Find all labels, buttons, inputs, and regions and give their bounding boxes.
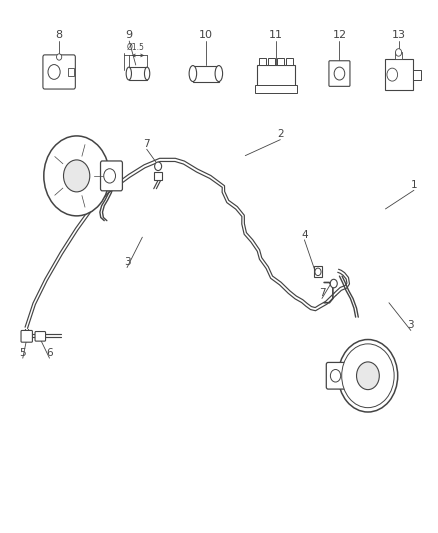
Text: 7: 7 — [143, 139, 150, 149]
Ellipse shape — [215, 66, 223, 82]
Text: 6: 6 — [46, 348, 53, 358]
Circle shape — [155, 162, 162, 171]
Bar — [259, 58, 266, 65]
Bar — [255, 85, 297, 93]
Text: 5: 5 — [19, 348, 26, 358]
FancyBboxPatch shape — [21, 330, 32, 342]
Circle shape — [315, 268, 321, 276]
Bar — [193, 66, 219, 82]
Circle shape — [338, 340, 398, 412]
Circle shape — [57, 54, 62, 60]
Text: 11: 11 — [269, 30, 283, 39]
Bar — [154, 172, 162, 180]
FancyBboxPatch shape — [100, 161, 122, 191]
FancyBboxPatch shape — [326, 362, 346, 389]
FancyBboxPatch shape — [329, 61, 350, 86]
Text: 10: 10 — [199, 30, 213, 39]
Bar — [286, 58, 293, 65]
Bar — [268, 58, 275, 65]
Text: 8: 8 — [56, 30, 63, 39]
Text: 12: 12 — [332, 30, 346, 39]
Circle shape — [357, 362, 379, 390]
Bar — [257, 65, 294, 86]
Bar — [385, 59, 413, 90]
Text: 13: 13 — [392, 30, 406, 39]
Text: 2: 2 — [277, 130, 284, 139]
Bar — [277, 58, 284, 65]
Text: 3: 3 — [407, 320, 414, 330]
Text: 3: 3 — [124, 257, 131, 267]
Bar — [413, 69, 421, 80]
Circle shape — [104, 169, 116, 183]
Ellipse shape — [189, 66, 197, 82]
Circle shape — [64, 160, 90, 192]
Circle shape — [387, 68, 398, 81]
Ellipse shape — [145, 67, 150, 80]
Text: Ø1.5: Ø1.5 — [127, 43, 145, 52]
Bar — [314, 266, 322, 277]
Text: 7: 7 — [318, 288, 325, 298]
Text: 4: 4 — [301, 230, 308, 239]
Bar — [68, 68, 74, 76]
Circle shape — [330, 279, 337, 288]
Ellipse shape — [126, 67, 131, 80]
Text: 9: 9 — [126, 30, 133, 39]
Bar — [129, 67, 147, 80]
FancyBboxPatch shape — [35, 332, 46, 341]
Circle shape — [334, 67, 345, 80]
Bar — [395, 52, 402, 59]
Circle shape — [48, 64, 60, 79]
Circle shape — [396, 49, 402, 56]
FancyBboxPatch shape — [43, 55, 75, 89]
Text: 1: 1 — [410, 180, 417, 190]
Circle shape — [44, 136, 110, 216]
Circle shape — [330, 369, 341, 382]
Circle shape — [342, 344, 394, 408]
